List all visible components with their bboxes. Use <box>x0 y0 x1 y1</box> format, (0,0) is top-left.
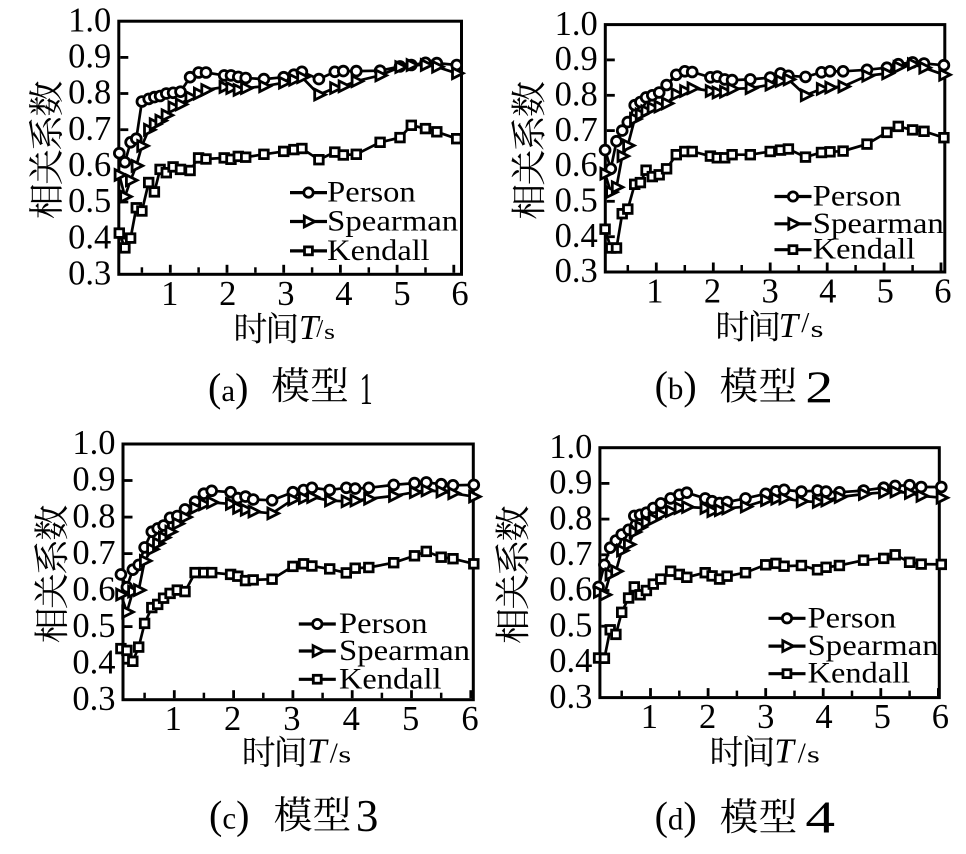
svg-text:s: s <box>338 743 351 769</box>
svg-text:4: 4 <box>815 698 832 736</box>
svg-text:1: 1 <box>161 275 178 313</box>
svg-text:(d): (d) <box>655 794 697 839</box>
svg-text:1.0: 1.0 <box>72 424 115 462</box>
svg-text:6: 6 <box>934 273 951 311</box>
svg-text:0.5: 0.5 <box>68 182 111 220</box>
svg-text:0.9: 0.9 <box>68 38 111 76</box>
svg-text:Spearman: Spearman <box>327 205 458 238</box>
svg-text:Person: Person <box>327 176 416 209</box>
svg-text:s: s <box>807 742 820 768</box>
svg-text:6: 6 <box>451 275 468 313</box>
svg-text:0.4: 0.4 <box>555 217 598 255</box>
svg-text:5: 5 <box>874 698 891 736</box>
svg-text:Person: Person <box>813 180 902 213</box>
svg-text:0.6: 0.6 <box>555 146 598 184</box>
svg-text:0.8: 0.8 <box>72 497 115 535</box>
svg-text:s: s <box>324 319 335 344</box>
svg-text:/: / <box>330 738 339 770</box>
svg-text:0.5: 0.5 <box>72 607 115 645</box>
svg-text:(c): (c) <box>209 793 249 838</box>
svg-text:0.8: 0.8 <box>68 74 111 112</box>
svg-text:2: 2 <box>219 275 236 313</box>
svg-text:T: T <box>774 731 796 770</box>
svg-text:1.0: 1.0 <box>68 1 111 39</box>
svg-text:0.5: 0.5 <box>555 182 598 220</box>
svg-text:/: / <box>798 737 807 769</box>
svg-text:0.5: 0.5 <box>549 606 592 644</box>
svg-text:5: 5 <box>877 273 894 311</box>
svg-text:/: / <box>801 307 810 339</box>
svg-text:Kendall: Kendall <box>327 234 430 267</box>
svg-text:1: 1 <box>646 273 663 311</box>
svg-text:0.9: 0.9 <box>72 461 115 499</box>
svg-text:T: T <box>299 308 321 347</box>
svg-text:0.3: 0.3 <box>72 680 115 718</box>
svg-text:Spearman: Spearman <box>808 629 939 662</box>
svg-text:0.7: 0.7 <box>68 110 111 148</box>
svg-text:Person: Person <box>808 601 897 634</box>
svg-text:5: 5 <box>393 275 410 313</box>
svg-text:3: 3 <box>277 275 294 313</box>
svg-text:4: 4 <box>805 793 835 843</box>
svg-text:1: 1 <box>165 700 182 738</box>
svg-text:5: 5 <box>402 700 419 738</box>
svg-text:/: / <box>316 316 323 343</box>
svg-text:3: 3 <box>761 273 778 311</box>
svg-text:Kendall: Kendall <box>808 657 911 690</box>
svg-text:0.9: 0.9 <box>555 40 598 78</box>
svg-text:0.4: 0.4 <box>549 642 592 680</box>
svg-text:1.0: 1.0 <box>555 5 598 43</box>
svg-text:2: 2 <box>224 700 241 738</box>
svg-text:0.8: 0.8 <box>555 76 598 114</box>
svg-text:0.9: 0.9 <box>549 464 592 502</box>
svg-text:Spearman: Spearman <box>339 634 470 667</box>
svg-text:0.6: 0.6 <box>68 146 111 184</box>
svg-text:0.3: 0.3 <box>555 252 598 290</box>
svg-text:2: 2 <box>805 362 833 412</box>
svg-text:T: T <box>307 732 329 771</box>
svg-text:Kendall: Kendall <box>813 233 916 266</box>
svg-text:0.7: 0.7 <box>549 535 592 573</box>
svg-text:Person: Person <box>339 607 428 640</box>
svg-text:0.3: 0.3 <box>549 678 592 716</box>
svg-text:4: 4 <box>343 700 360 738</box>
svg-text:0.4: 0.4 <box>68 218 111 256</box>
svg-text:4: 4 <box>335 275 352 313</box>
svg-text:1: 1 <box>360 364 373 414</box>
svg-text:Kendall: Kendall <box>339 662 442 695</box>
svg-text:0.7: 0.7 <box>72 534 115 572</box>
svg-text:6: 6 <box>461 700 478 738</box>
svg-text:(b): (b) <box>655 363 697 408</box>
svg-text:1.0: 1.0 <box>549 428 592 466</box>
svg-text:6: 6 <box>932 698 949 736</box>
svg-text:0.6: 0.6 <box>72 570 115 608</box>
svg-text:3: 3 <box>356 791 379 841</box>
svg-text:1: 1 <box>641 698 658 736</box>
svg-text:4: 4 <box>819 273 836 311</box>
svg-text:2: 2 <box>699 698 716 736</box>
svg-text:3: 3 <box>283 700 300 738</box>
svg-text:T: T <box>779 306 801 345</box>
svg-text:(a): (a) <box>208 365 248 410</box>
svg-text:2: 2 <box>704 273 721 311</box>
svg-text:s: s <box>811 317 824 343</box>
svg-text:3: 3 <box>757 698 774 736</box>
svg-text:0.7: 0.7 <box>555 111 598 149</box>
svg-text:0.8: 0.8 <box>549 499 592 537</box>
svg-text:Spearman: Spearman <box>813 207 944 240</box>
svg-text:0.6: 0.6 <box>549 571 592 609</box>
svg-text:0.3: 0.3 <box>68 255 111 293</box>
svg-text:0.4: 0.4 <box>72 643 115 681</box>
